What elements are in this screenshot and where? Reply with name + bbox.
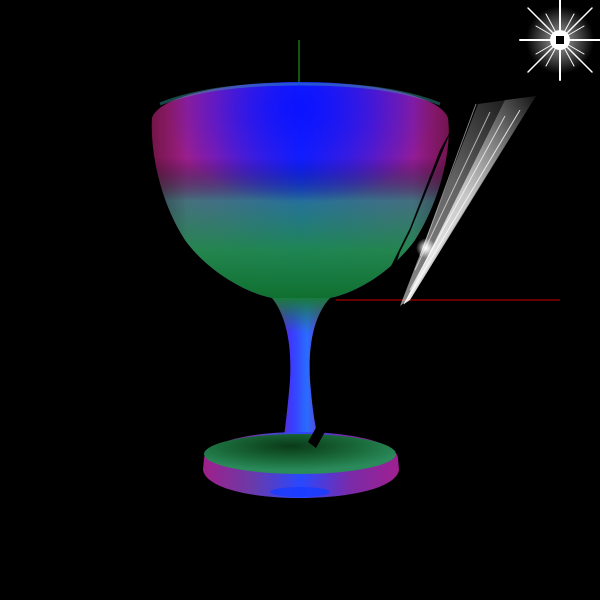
goblet-base: [203, 432, 399, 498]
light-ray: [400, 96, 536, 306]
star-burst-icon[interactable]: [519, 0, 600, 81]
shadow-band: [374, 128, 452, 300]
light-core: [556, 36, 564, 44]
goblet-bowl: [151, 82, 449, 298]
stem-shadow-notch: [308, 424, 326, 448]
goblet-model[interactable]: [151, 82, 449, 498]
goblet-stem: [272, 298, 330, 438]
